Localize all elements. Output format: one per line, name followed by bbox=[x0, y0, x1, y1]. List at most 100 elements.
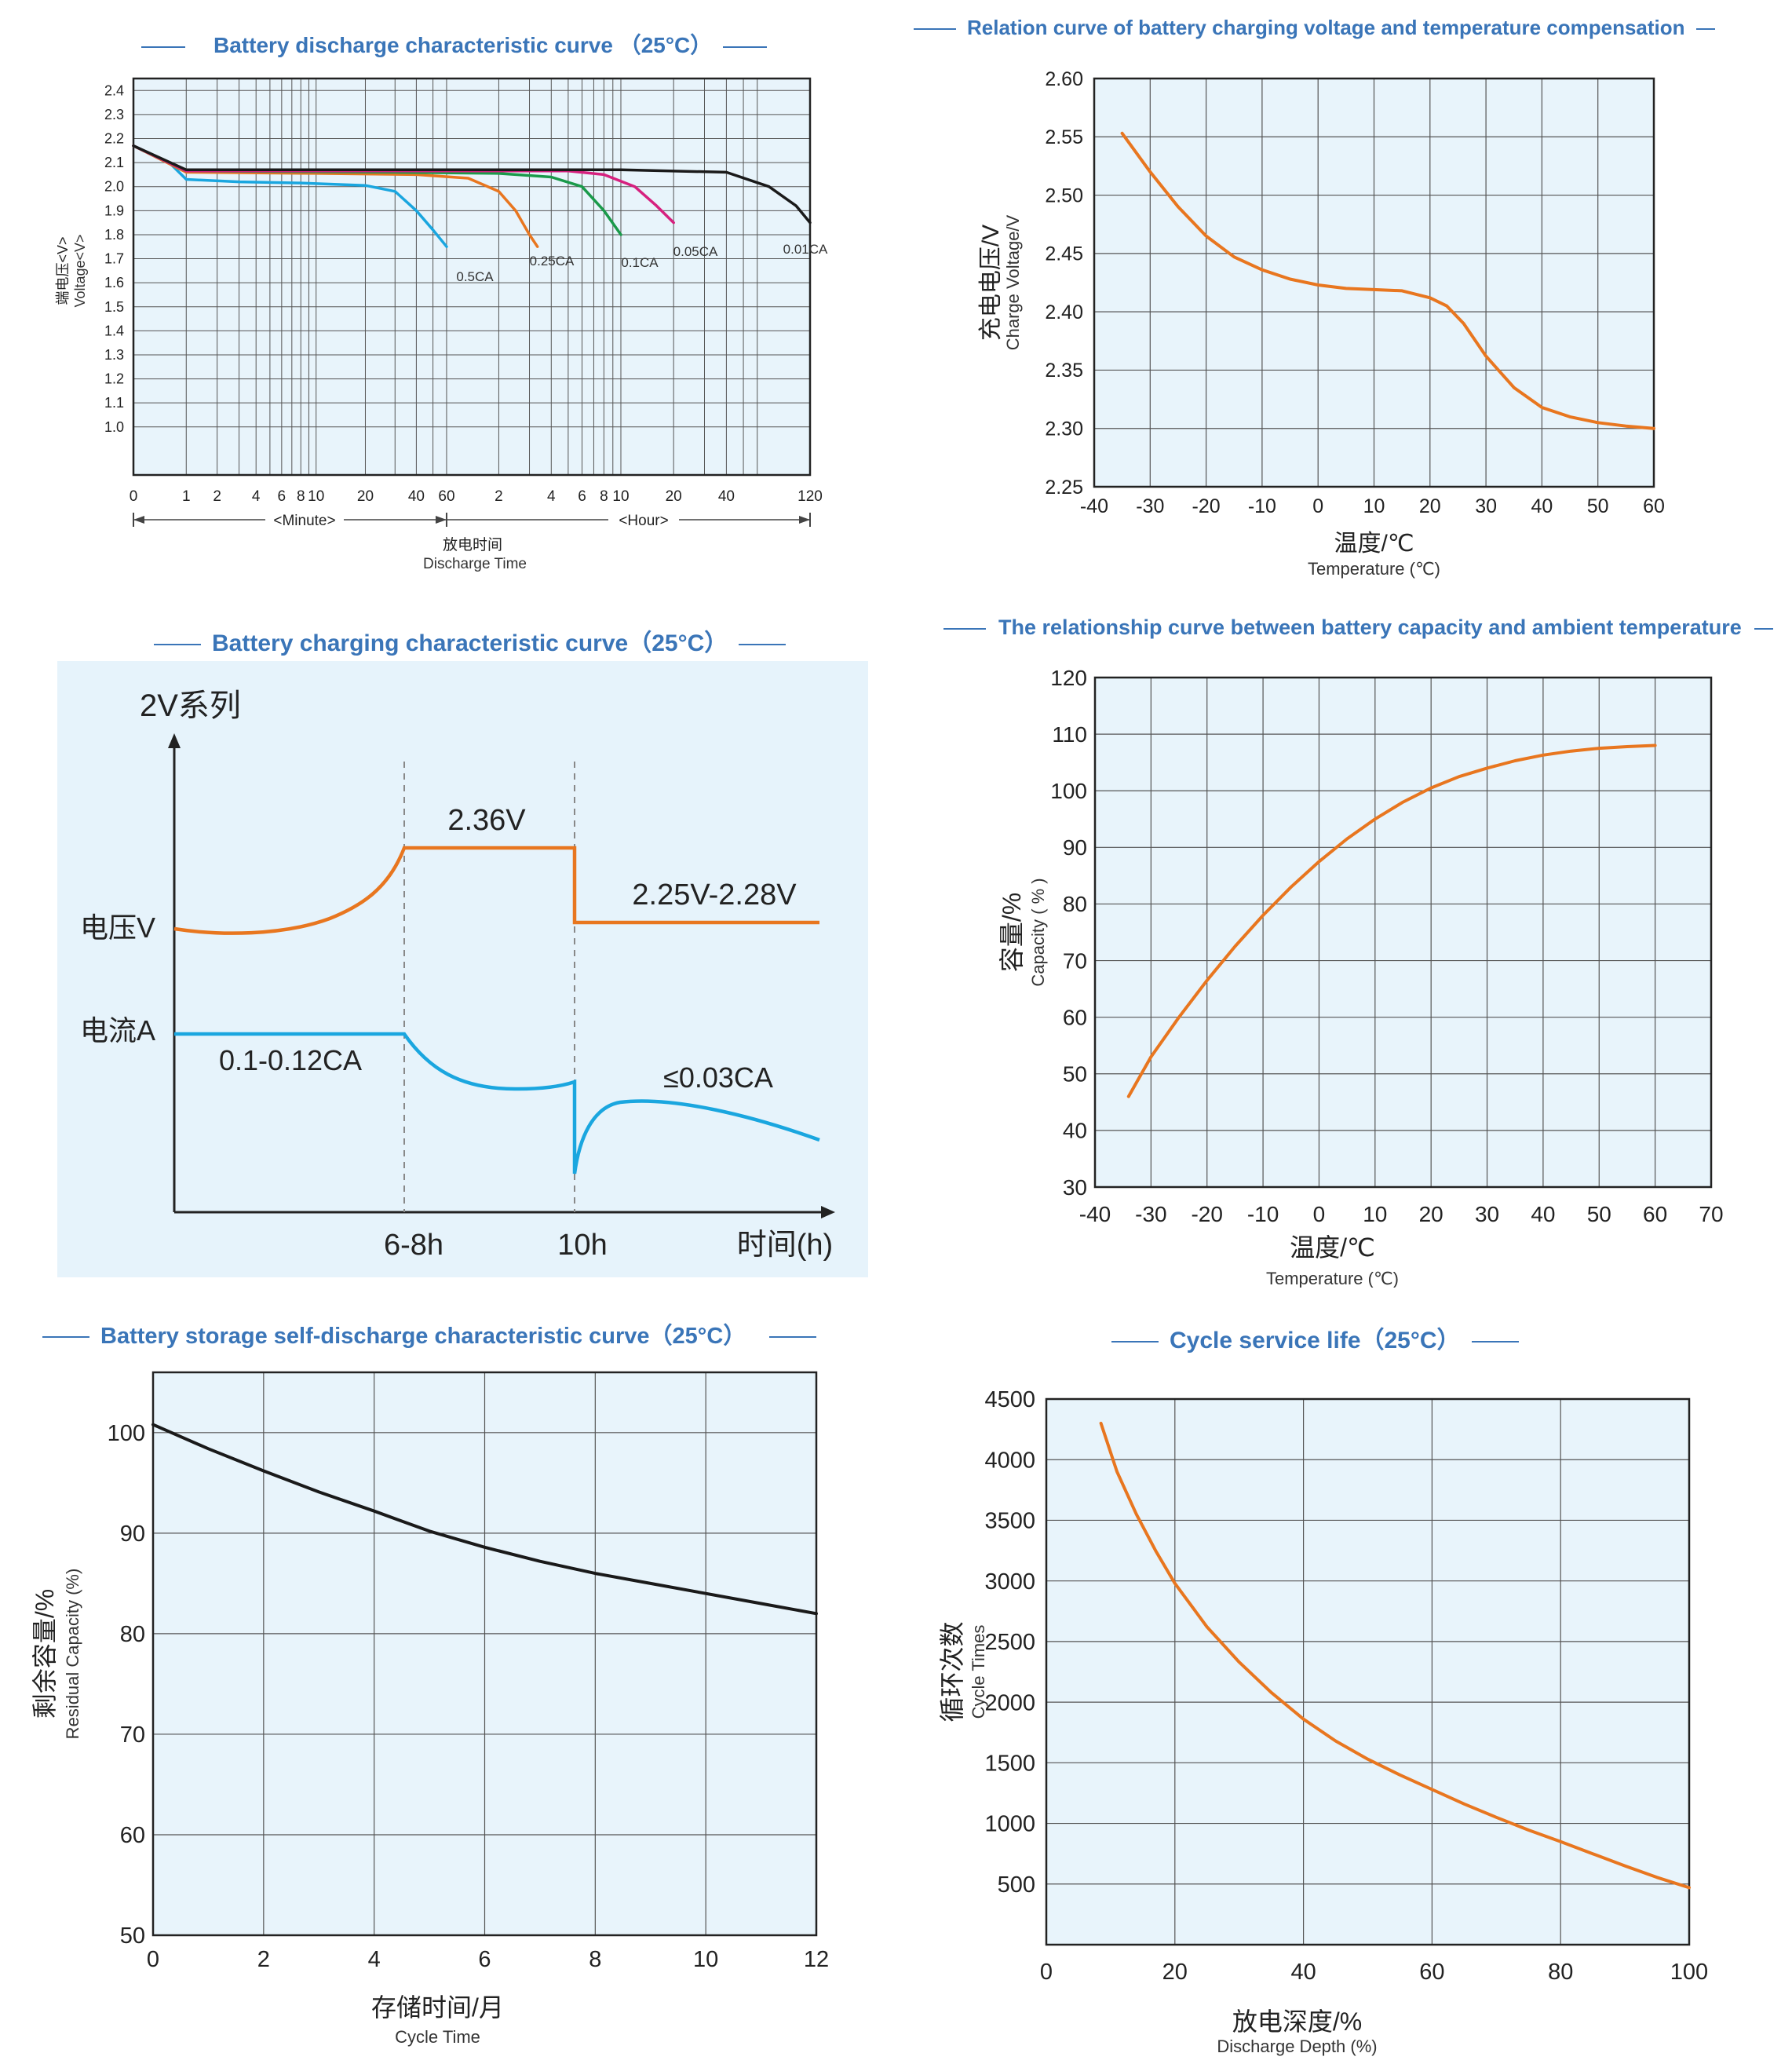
initial-current-annotation: 0.1-0.12CA bbox=[219, 1044, 362, 1076]
y-tick-label: 1.9 bbox=[104, 203, 124, 218]
arrow-head bbox=[799, 516, 810, 524]
y-tick-label: 80 bbox=[1063, 892, 1087, 916]
x-tick-label: 70 bbox=[1699, 1202, 1723, 1226]
y-tick-label: 2.3 bbox=[104, 107, 124, 122]
x-axis-label: 放电深度/% bbox=[1232, 2007, 1362, 2036]
y-tick-label: 120 bbox=[1050, 666, 1087, 690]
y-axis-label-en: Voltage<V> bbox=[72, 234, 88, 307]
float-voltage-annotation: 2.25V-2.28V bbox=[632, 879, 797, 911]
y-tick-label: 2.0 bbox=[104, 179, 124, 195]
y-tick-label: 110 bbox=[1052, 722, 1087, 747]
x-tick-label: 2 bbox=[213, 488, 221, 505]
x-tick-label: 10 bbox=[693, 1947, 718, 1972]
x-axis-label: 存储时间/月 bbox=[371, 1993, 504, 2022]
x-tick-label: -20 bbox=[1191, 1202, 1222, 1226]
y-axis-arrow bbox=[168, 733, 181, 748]
discharge-chart: 1.0 1.1 1.2 1.3 1.4 1.5 1.6 1.7 1.8 1.9 2.0 2.1 2.2 2… bbox=[55, 77, 828, 572]
y-tick-label: 3500 bbox=[984, 1509, 1035, 1534]
y-tick-label: 80 bbox=[120, 1622, 145, 1647]
y-tick-label: 2.35 bbox=[1045, 360, 1083, 382]
x-unit-hour: <Hour> bbox=[619, 513, 668, 529]
x-tick-label: 50 bbox=[1587, 1202, 1611, 1226]
y-tick-label: 2500 bbox=[984, 1630, 1035, 1655]
series-line bbox=[132, 144, 539, 248]
y-tick-label: 90 bbox=[1063, 835, 1087, 860]
y-axis-label: 容量/% bbox=[998, 893, 1026, 972]
arrow-head bbox=[435, 516, 447, 524]
temp-comp-chart: -40 -30 -20 -10 0 10 20 30 40 50 60 2.25 2.30 2.35 2.4… bbox=[978, 68, 1665, 579]
plot-frame bbox=[151, 1371, 818, 1937]
x-axis-label-en: Temperature (℃) bbox=[1308, 559, 1440, 579]
voltage-label: 电压V bbox=[80, 911, 155, 944]
y-tick-label: 2.30 bbox=[1045, 418, 1083, 440]
capacity-temp-title: The relationship curve between battery c… bbox=[943, 616, 1773, 640]
y-tick-label: 2.25 bbox=[1045, 477, 1083, 499]
x-axis-label-en: Temperature (℃) bbox=[1266, 1269, 1399, 1288]
y-tick-label: 2.55 bbox=[1045, 126, 1083, 148]
capacity-temp-panel: The relationship curve between battery c… bbox=[895, 597, 1792, 1288]
x-tick-label: 20 bbox=[1419, 495, 1441, 517]
x-axis-label: 温度/℃ bbox=[1290, 1233, 1375, 1262]
y-tick-label: 4500 bbox=[984, 1387, 1035, 1412]
x-tick-label: -30 bbox=[1136, 495, 1164, 517]
x-axis-label: 放电时间 bbox=[443, 536, 502, 553]
y-tick-label: 1.7 bbox=[104, 251, 124, 267]
x-tick-label: 60 bbox=[1643, 1202, 1667, 1226]
x-tick-label: 4 bbox=[252, 488, 261, 505]
y-tick-label: 2.40 bbox=[1045, 301, 1083, 323]
temp-comp-panel: Relation curve of battery charging volta… bbox=[895, 0, 1792, 597]
x-tick-label: 40 bbox=[1290, 1960, 1316, 1985]
series-line bbox=[151, 1423, 818, 1616]
y-tick-label: 90 bbox=[120, 1522, 145, 1547]
series-label: 0.05CA bbox=[673, 244, 718, 259]
y-tick-label: 1.6 bbox=[104, 275, 124, 290]
x-tick-label: 1 bbox=[182, 488, 191, 505]
y-tick-label: 70 bbox=[1063, 948, 1087, 973]
x-tick-label: 6 bbox=[278, 488, 287, 505]
series-line bbox=[132, 144, 448, 248]
x-tick-label: 6 bbox=[578, 488, 586, 505]
x-tick-label: 40 bbox=[718, 488, 735, 505]
x-tick-label: 40 bbox=[408, 488, 425, 505]
self-discharge-title: Battery storage self-discharge character… bbox=[42, 1317, 817, 1350]
y-tick-label: 50 bbox=[1063, 1062, 1087, 1087]
x-tick-label: -40 bbox=[1079, 1202, 1111, 1226]
x-tick-label: -20 bbox=[1192, 495, 1221, 517]
x-tick-label: 6-8h bbox=[384, 1229, 443, 1262]
y-tick-label: 70 bbox=[120, 1722, 145, 1748]
charging-title: Battery charging characteristic curve（25… bbox=[154, 623, 787, 658]
plot-area bbox=[133, 79, 810, 475]
x-tick-label: 40 bbox=[1531, 1202, 1555, 1226]
plot-area bbox=[1046, 1399, 1689, 1945]
x-tick-label: 4 bbox=[368, 1947, 381, 1972]
x-tick-label: -30 bbox=[1135, 1202, 1166, 1226]
y-tick-label: 2000 bbox=[984, 1690, 1035, 1715]
y-tick-label: 1000 bbox=[984, 1812, 1035, 1837]
x-tick-label: 20 bbox=[666, 488, 682, 505]
charging-panel: Battery charging characteristic curve（25… bbox=[0, 597, 895, 1288]
x-tick-label: 50 bbox=[1587, 495, 1609, 517]
y-tick-label: 2.2 bbox=[104, 131, 124, 147]
minute-label-bg bbox=[265, 510, 344, 529]
cycle-life-panel: Cycle service life（25°C） 0 20 40 60 80 100 500… bbox=[895, 1288, 1792, 2064]
x-tick-label: 10 bbox=[1363, 1202, 1387, 1226]
x-tick-label: 8 bbox=[297, 488, 305, 505]
y-tick-label: 100 bbox=[1050, 779, 1087, 803]
x-tick-label: 4 bbox=[547, 488, 556, 505]
cycle-life-chart: 0 20 40 60 80 100 500 1000 1500 2000 2500 3000 3500 4… bbox=[938, 1387, 1708, 2056]
x-tick-label: 60 bbox=[1419, 1960, 1444, 1985]
x-tick-label: -10 bbox=[1248, 495, 1276, 517]
y-tick-label: 1.1 bbox=[104, 395, 124, 411]
discharge-title: Battery discharge characteristic curve （… bbox=[141, 28, 768, 60]
arrow-head bbox=[133, 516, 144, 524]
x-tick-label: 0 bbox=[1313, 1202, 1326, 1226]
y-axis-label: 充电电压/V bbox=[978, 225, 1004, 341]
x-tick-label: -10 bbox=[1247, 1202, 1279, 1226]
y-axis-label: 端电压<V> bbox=[55, 236, 71, 305]
chart-background bbox=[57, 661, 868, 1277]
y-axis-label-en: Residual Capacity (%) bbox=[63, 1569, 82, 1740]
x-tick-label: 30 bbox=[1475, 1202, 1499, 1226]
x-tick-label: 20 bbox=[1419, 1202, 1443, 1226]
y-tick-label: 60 bbox=[120, 1823, 145, 1848]
